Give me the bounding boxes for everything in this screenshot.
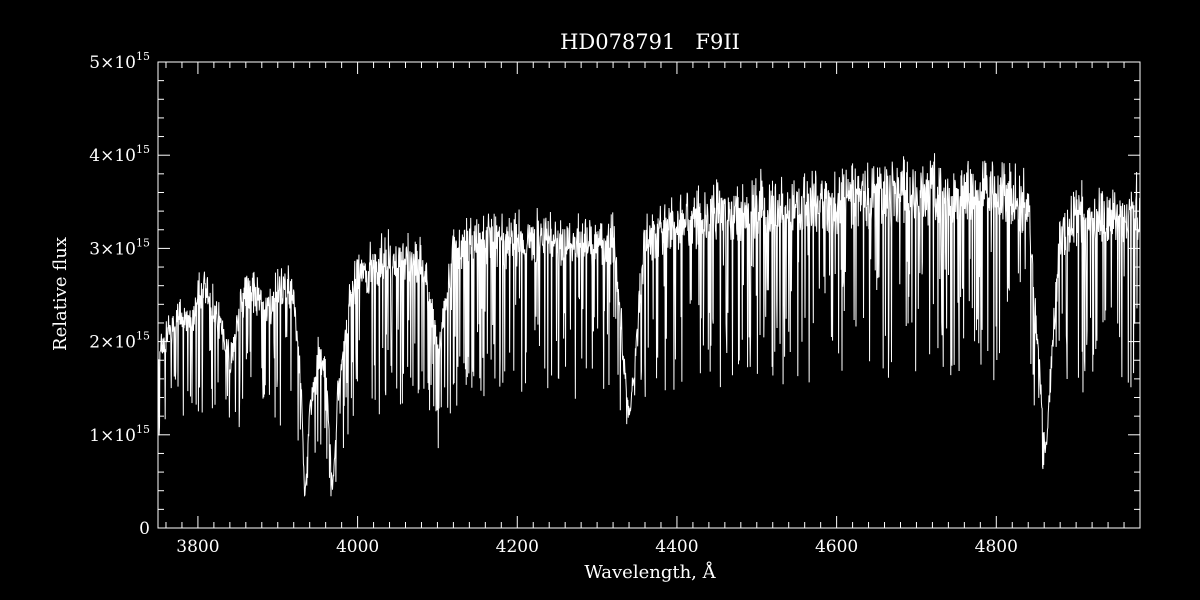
- y-tick-label: 2×1015: [89, 330, 150, 353]
- spectrum-line: [157, 153, 1141, 497]
- plot-frame: [157, 61, 1141, 529]
- x-tick-label: 4200: [496, 537, 539, 557]
- x-tick-label: 4400: [655, 537, 698, 557]
- spectrum-series: [157, 153, 1141, 497]
- x-axis: 3800 4000 4200 4400 4600 4800: [165, 62, 1125, 557]
- y-tick-label: 5×1015: [89, 50, 150, 73]
- y-axis-title: Relative flux: [50, 237, 71, 351]
- y-tick-label: 3×1015: [89, 236, 150, 259]
- y-axis: 0 1×1015 2×1015 3×1015 4×1015 5×1015: [89, 50, 1140, 539]
- x-tick-label: 4800: [975, 537, 1018, 557]
- chart-title: HD078791 F9II: [560, 30, 740, 54]
- y-tick-label: 1×1015: [89, 423, 150, 446]
- y-tick-label: 0: [139, 519, 150, 539]
- plot-border: [157, 61, 1141, 529]
- y-tick-label: 4×1015: [89, 143, 150, 166]
- x-tick-label: 4600: [815, 537, 858, 557]
- x-tick-label: 4000: [336, 537, 379, 557]
- x-tick-label: 3800: [176, 537, 219, 557]
- x-axis-title: Wavelength, Å: [584, 561, 716, 583]
